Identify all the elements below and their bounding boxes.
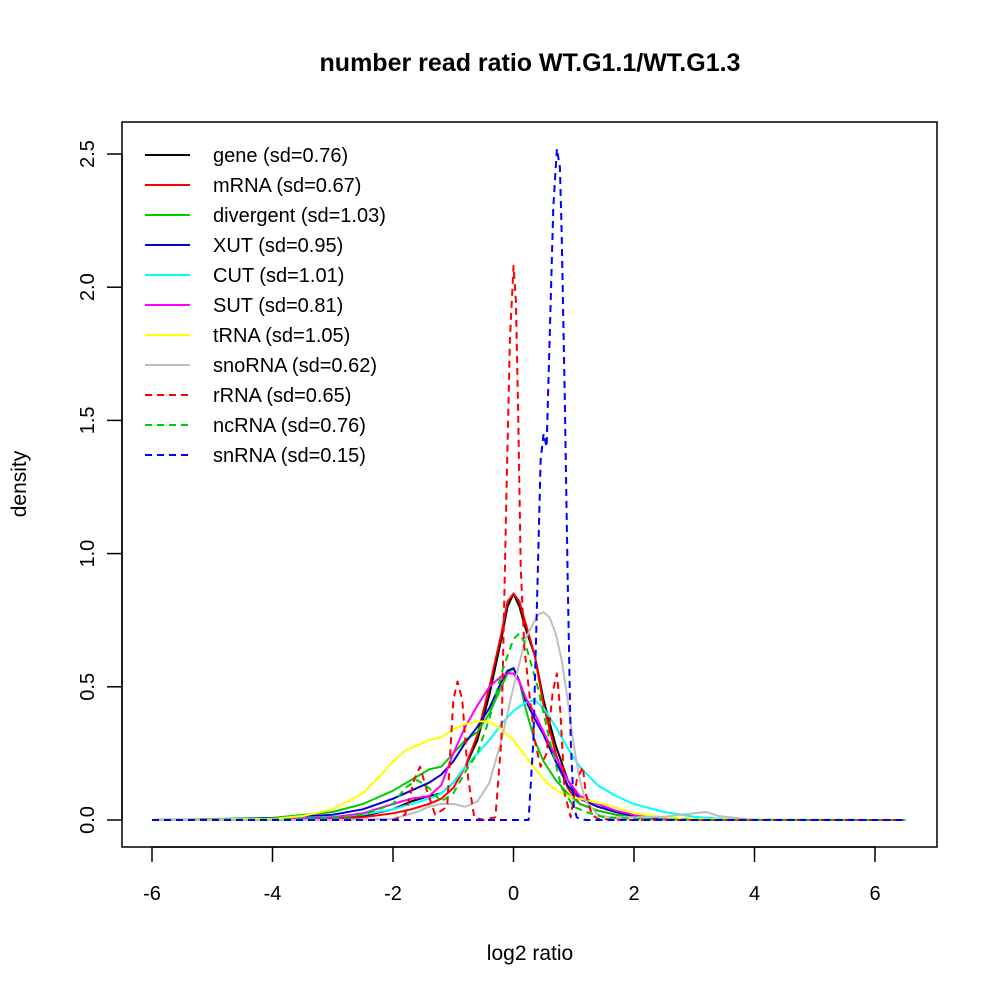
x-tick-label: 0 — [508, 883, 519, 905]
series-layer — [151, 147, 906, 821]
y-axis: 0.0 0.5 1.0 1.5 2.0 2.5 — [77, 140, 123, 834]
series-line-snoRNA — [152, 611, 906, 821]
y-tick-label: 0.5 — [77, 673, 99, 701]
series-line-ncRNA — [151, 632, 906, 821]
legend-label: tRNA (sd=1.05) — [213, 325, 350, 347]
x-axis-label: log2 ratio — [487, 942, 573, 965]
x-tick-label: -4 — [264, 883, 282, 905]
legend-label: snRNA (sd=0.15) — [213, 445, 366, 467]
chart-title: number read ratio WT.G1.1/WT.G1.3 — [320, 49, 741, 77]
legend: gene (sd=0.76) mRNA (sd=0.67) divergent (s… — [145, 145, 386, 467]
legend-label: rRNA (sd=0.65) — [213, 385, 351, 407]
legend-label: divergent (sd=1.03) — [213, 205, 386, 227]
y-tick-label: 1.5 — [77, 406, 99, 434]
legend-label: CUT (sd=1.01) — [213, 265, 344, 287]
x-tick-label: 2 — [628, 883, 639, 905]
x-tick-label: 4 — [749, 883, 760, 905]
legend-label: ncRNA (sd=0.76) — [213, 415, 366, 437]
series-line-tRNA — [151, 720, 906, 821]
legend-label: XUT (sd=0.95) — [213, 235, 343, 257]
y-tick-label: 2.0 — [77, 273, 99, 301]
y-tick-label: 0.0 — [77, 806, 99, 834]
series-line-rRNA — [152, 264, 906, 821]
legend-label: SUT (sd=0.81) — [213, 295, 343, 317]
x-tick-label: -2 — [384, 883, 402, 905]
series-line-XUT — [151, 667, 906, 821]
legend-label: gene (sd=0.76) — [213, 145, 348, 167]
legend-label: snoRNA (sd=0.62) — [213, 355, 377, 377]
series-line-CUT — [151, 699, 906, 821]
x-tick-label: -6 — [143, 883, 161, 905]
legend-label: mRNA (sd=0.67) — [213, 175, 361, 197]
y-tick-label: 2.5 — [77, 140, 99, 168]
x-tick-label: 6 — [869, 883, 880, 905]
series-line-snRNA — [152, 147, 906, 821]
x-axis: -6 -4 -2 0 2 4 6 — [143, 846, 881, 905]
series-line-SUT — [151, 672, 906, 821]
y-axis-label: density — [8, 450, 31, 517]
y-tick-label: 1.0 — [77, 540, 99, 568]
